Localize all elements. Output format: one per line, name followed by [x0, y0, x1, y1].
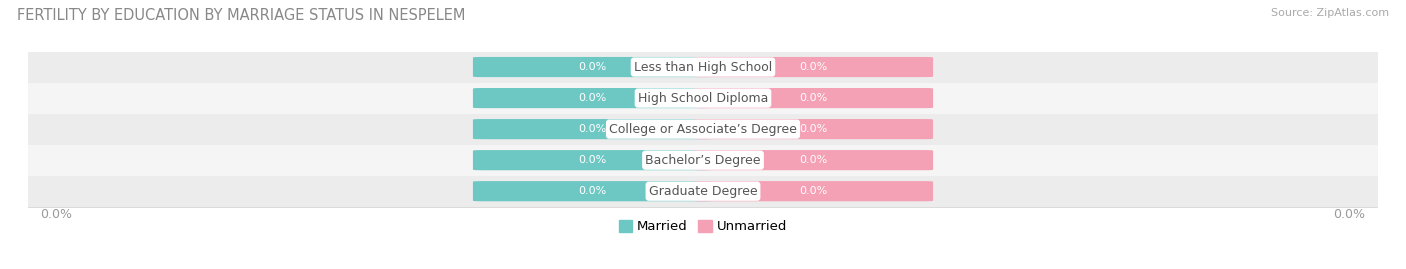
Text: 0.0%: 0.0%	[578, 124, 607, 134]
FancyBboxPatch shape	[472, 57, 713, 77]
Text: Bachelor’s Degree: Bachelor’s Degree	[645, 154, 761, 167]
FancyBboxPatch shape	[693, 181, 934, 201]
Text: 0.0%: 0.0%	[578, 62, 607, 72]
Text: 0.0%: 0.0%	[799, 62, 828, 72]
Bar	[28, 83, 1378, 114]
Text: 0.0%: 0.0%	[1334, 208, 1365, 221]
Bar	[28, 114, 1378, 145]
Text: 0.0%: 0.0%	[799, 186, 828, 196]
Text: 0.0%: 0.0%	[578, 155, 607, 165]
Bar	[28, 145, 1378, 176]
FancyBboxPatch shape	[472, 88, 713, 108]
Text: College or Associate’s Degree: College or Associate’s Degree	[609, 123, 797, 136]
Text: 0.0%: 0.0%	[799, 124, 828, 134]
Text: 0.0%: 0.0%	[578, 186, 607, 196]
Legend: Married, Unmarried: Married, Unmarried	[613, 215, 793, 239]
Text: Source: ZipAtlas.com: Source: ZipAtlas.com	[1271, 8, 1389, 18]
FancyBboxPatch shape	[693, 119, 934, 139]
FancyBboxPatch shape	[472, 150, 713, 170]
Text: Less than High School: Less than High School	[634, 61, 772, 73]
Text: 0.0%: 0.0%	[578, 93, 607, 103]
Text: 0.0%: 0.0%	[41, 208, 72, 221]
Text: High School Diploma: High School Diploma	[638, 91, 768, 105]
Text: 0.0%: 0.0%	[799, 155, 828, 165]
Text: FERTILITY BY EDUCATION BY MARRIAGE STATUS IN NESPELEM: FERTILITY BY EDUCATION BY MARRIAGE STATU…	[17, 8, 465, 23]
Text: 0.0%: 0.0%	[799, 93, 828, 103]
FancyBboxPatch shape	[693, 150, 934, 170]
FancyBboxPatch shape	[472, 181, 713, 201]
Bar	[28, 52, 1378, 83]
Text: Graduate Degree: Graduate Degree	[648, 185, 758, 198]
Bar	[28, 176, 1378, 207]
FancyBboxPatch shape	[472, 119, 713, 139]
FancyBboxPatch shape	[693, 88, 934, 108]
FancyBboxPatch shape	[693, 57, 934, 77]
